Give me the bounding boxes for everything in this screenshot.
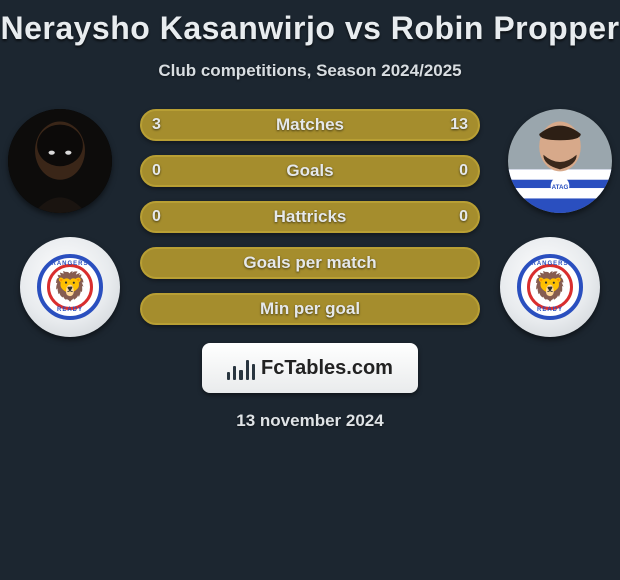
avatar-icon xyxy=(8,109,112,213)
stat-value-right: 0 xyxy=(459,208,468,226)
stat-value-left: 0 xyxy=(152,162,161,180)
crest-icon: 🦁 RANGERS READY xyxy=(517,254,583,320)
stat-value-left: 3 xyxy=(152,116,161,134)
club-left-badge: 🦁 RANGERS READY xyxy=(20,237,120,337)
stat-bar: Goals per match xyxy=(140,247,480,279)
crest-icon: 🦁 RANGERS READY xyxy=(37,254,103,320)
stat-label: Min per goal xyxy=(142,299,478,319)
brand-badge: FcTables.com xyxy=(202,343,418,393)
stat-bar: Hattricks0 0 xyxy=(140,201,480,233)
stat-bar: Matches3 13 xyxy=(140,109,480,141)
stat-value-right: 0 xyxy=(459,162,468,180)
page-title: Neraysho Kasanwirjo vs Robin Propper xyxy=(0,0,620,47)
stat-label: Hattricks xyxy=(142,207,478,227)
stat-bars: Matches313Goals00Hattricks00Goals per ma… xyxy=(140,109,480,325)
club-right-badge: 🦁 RANGERS READY xyxy=(500,237,600,337)
comparison-panel: ATAG 🦁 RANGERS READY 🦁 RANGERS READY Mat… xyxy=(0,109,620,431)
player-right-avatar: ATAG xyxy=(508,109,612,213)
stat-label: Goals per match xyxy=(142,253,478,273)
svg-text:ATAG: ATAG xyxy=(552,184,569,191)
avatar-icon: ATAG xyxy=(508,109,612,213)
stat-value-left: 0 xyxy=(152,208,161,226)
stat-value-right: 13 xyxy=(450,116,468,134)
subtitle: Club competitions, Season 2024/2025 xyxy=(0,61,620,81)
date-label: 13 november 2024 xyxy=(0,411,620,431)
stat-label: Goals xyxy=(142,161,478,181)
stat-label: Matches xyxy=(142,115,478,135)
stat-bar: Min per goal xyxy=(140,293,480,325)
bars-icon xyxy=(227,356,255,380)
brand-text: FcTables.com xyxy=(261,357,393,380)
stat-bar: Goals0 0 xyxy=(140,155,480,187)
player-left-avatar xyxy=(8,109,112,213)
